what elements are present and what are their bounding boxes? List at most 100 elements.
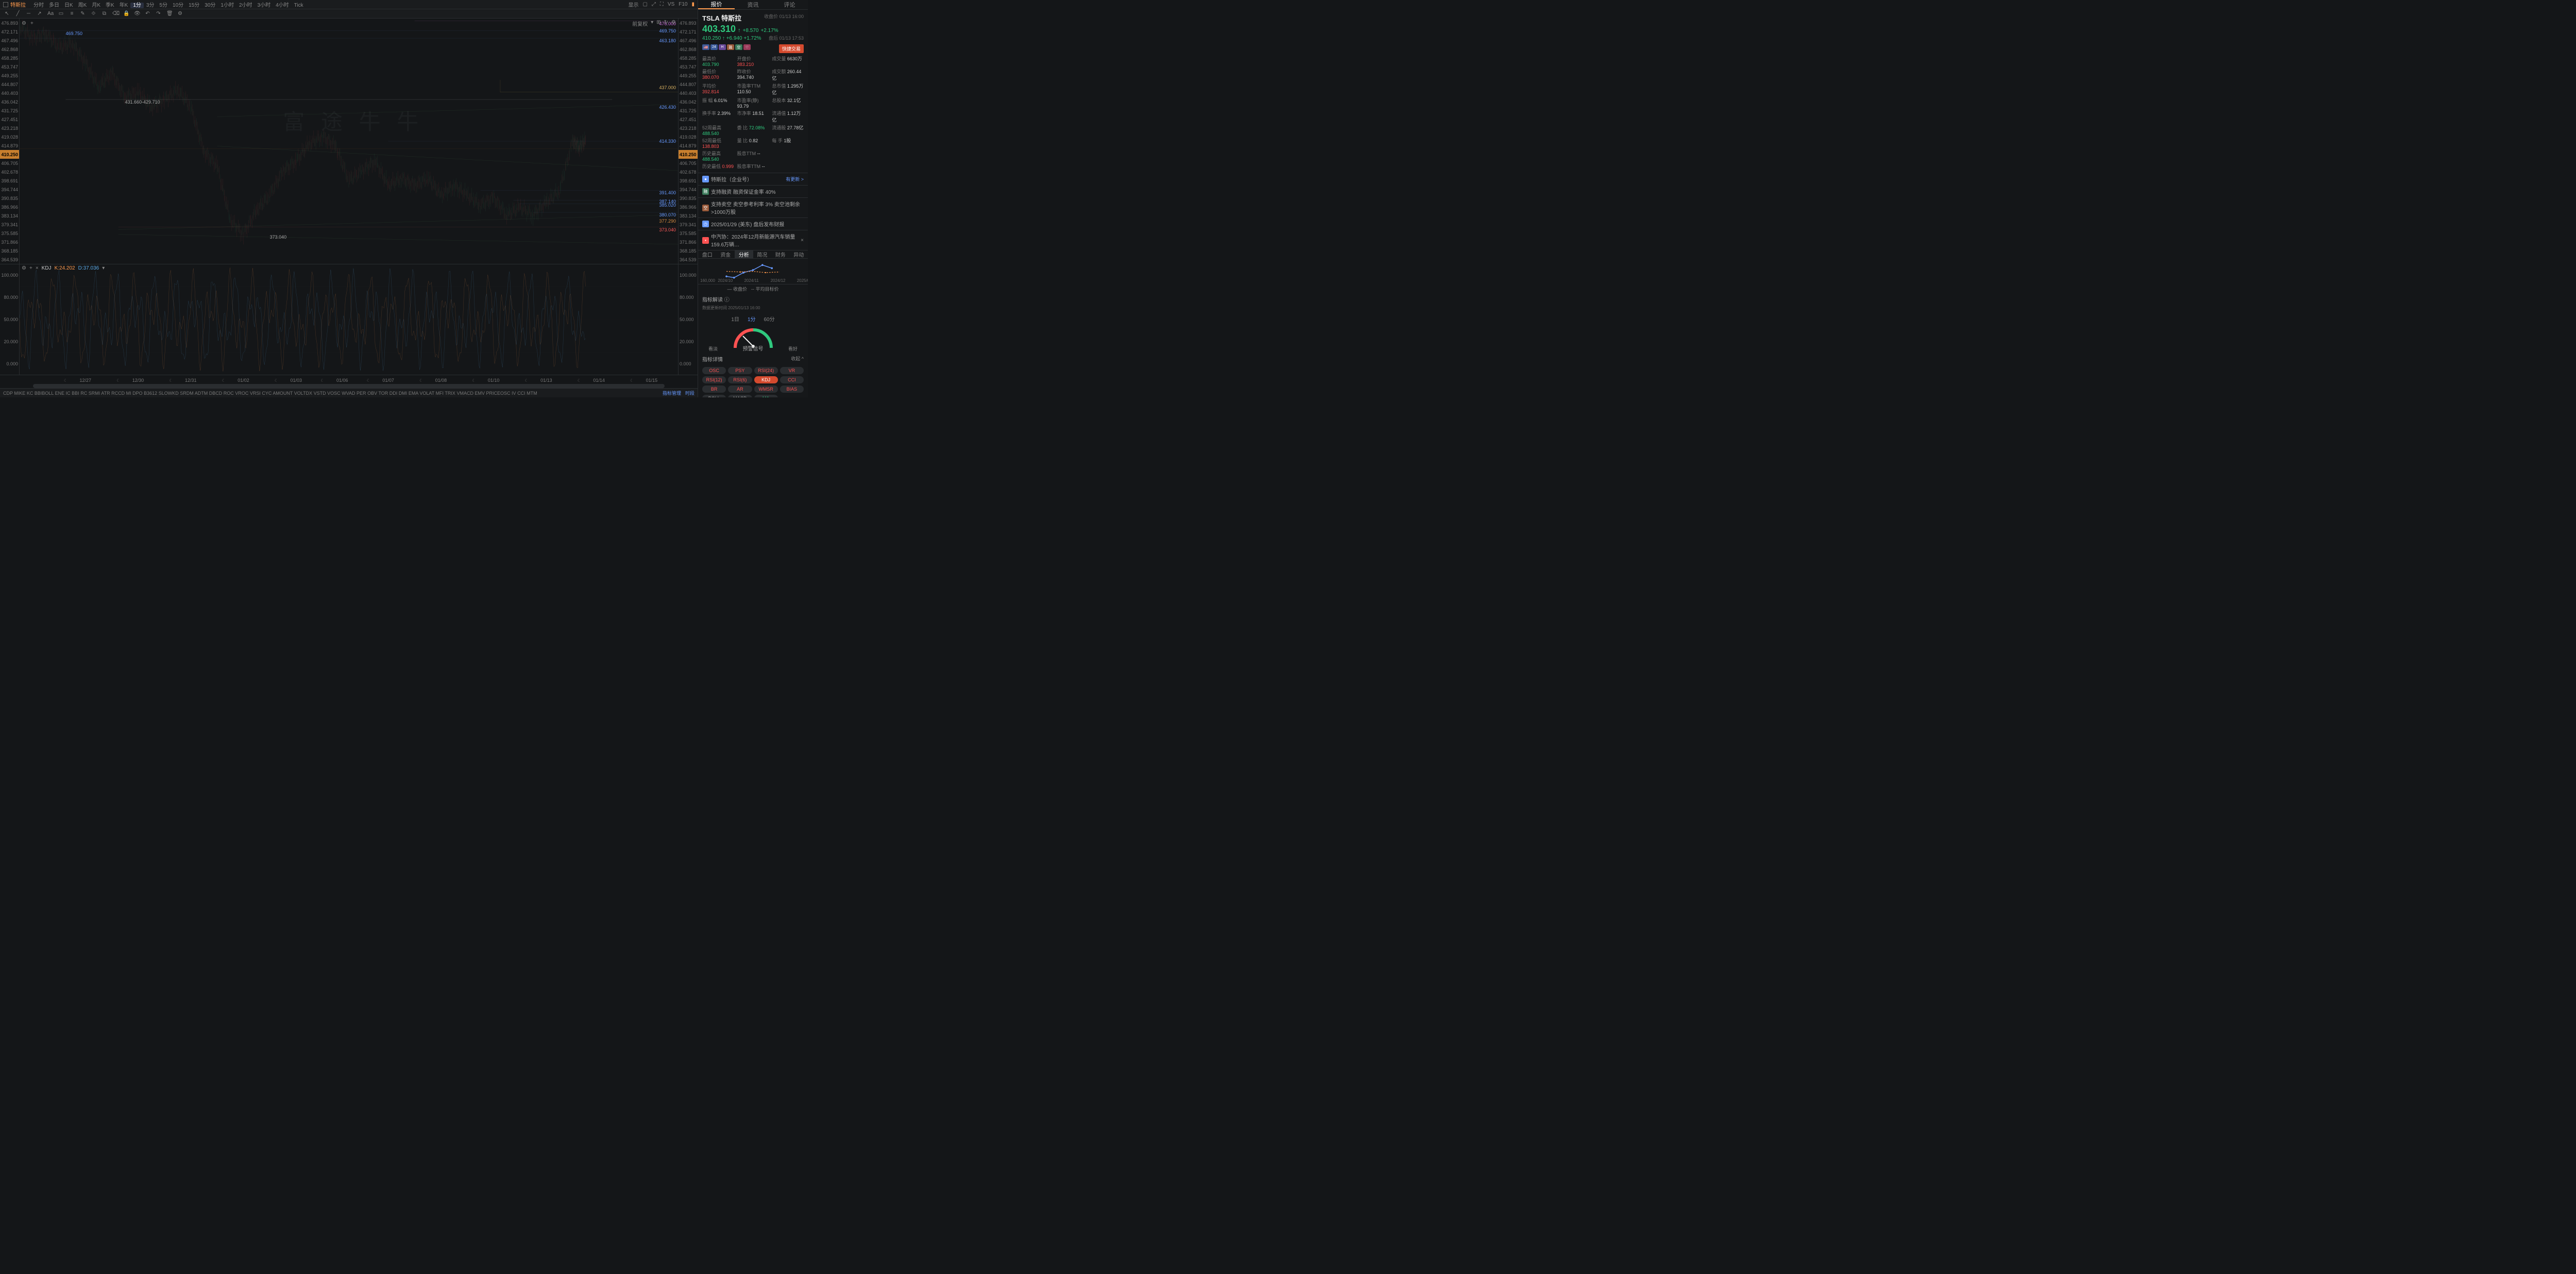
indicator-priceosc[interactable]: PRICEOSC xyxy=(486,391,511,396)
indicator-vrsi[interactable]: VRSI xyxy=(250,391,261,396)
indicator-chip-rsi(6)[interactable]: RSI(6) xyxy=(728,376,752,383)
time-axis[interactable]: 2025 12/27☾12/30☾12/31☾01/02☾01/03☾01/06… xyxy=(0,375,698,388)
indicator-vosc[interactable]: VOSC xyxy=(327,391,341,396)
indicator-mike[interactable]: MIKE xyxy=(14,391,25,396)
indicator-bbi[interactable]: BBI xyxy=(72,391,79,396)
interval-月K[interactable]: 月K xyxy=(89,3,103,8)
indicator-rc[interactable]: RC xyxy=(80,391,87,396)
indicator-dropdown-icon[interactable]: ▾ xyxy=(102,265,105,271)
indicator-vstd[interactable]: VSTD xyxy=(314,391,326,396)
interval-季K[interactable]: 季K xyxy=(103,3,117,8)
indicator-chip-wmsr[interactable]: WMSR xyxy=(754,385,778,393)
interval-30分[interactable]: 30分 xyxy=(202,3,218,8)
indicator-tor[interactable]: TOR xyxy=(378,391,388,396)
indicator-kc[interactable]: KC xyxy=(27,391,33,396)
interval-日K[interactable]: 日K xyxy=(62,3,76,8)
info-row[interactable]: ●特斯拉（企业号）有更新 > xyxy=(698,173,808,185)
indicator-wvad[interactable]: WVAD xyxy=(342,391,355,396)
interval-多日[interactable]: 多日 xyxy=(46,3,62,8)
chart-tool-3-icon[interactable]: ↻ xyxy=(664,20,668,27)
info-row[interactable]: 融支持融资 融资保证金率 40% xyxy=(698,185,808,197)
add-indicator-icon[interactable]: + xyxy=(30,21,33,26)
indicator-bbiboll[interactable]: BBIBOLL xyxy=(35,391,54,396)
sub-tab-盘口[interactable]: 盘口 xyxy=(698,250,717,258)
settings-tool-icon[interactable]: ⚙ xyxy=(177,11,183,16)
indicator-canvas[interactable]: ⚙ + × KDJ K:24.202 D:37.036 ▾ xyxy=(20,264,678,375)
interval-1小时[interactable]: 1小时 xyxy=(218,3,236,8)
layout-icon[interactable]: ▢ xyxy=(642,2,647,7)
stock-flag[interactable]: 🇺🇸 xyxy=(702,44,709,50)
stock-flag[interactable]: 融 xyxy=(727,44,734,50)
bottom-action[interactable]: 指标管理 xyxy=(663,390,681,396)
indicator-chip-rsi(24)[interactable]: RSI(24) xyxy=(754,367,778,374)
chart-tool-1-icon[interactable]: ▾ xyxy=(651,20,653,27)
indicator-cdp[interactable]: CDP xyxy=(3,391,13,396)
side-tab-资讯[interactable]: 资讯 xyxy=(735,0,771,9)
indicator-amount[interactable]: AMOUNT xyxy=(273,391,293,396)
vs-button[interactable]: VS xyxy=(668,2,674,7)
indicator-chip-rsi(12)[interactable]: RSI(12) xyxy=(702,376,726,383)
indicator-dpo[interactable]: DPO xyxy=(132,391,143,396)
eraser-tool-icon[interactable]: ⌫ xyxy=(112,11,118,16)
interval-3小时[interactable]: 3小时 xyxy=(255,3,274,8)
measure-tool-icon[interactable]: ⟐ xyxy=(91,11,96,16)
bookmark-icon[interactable]: ▮ xyxy=(691,2,694,7)
indicator-atr[interactable]: ATR xyxy=(101,391,110,396)
info-row[interactable]: •中汽协：2024年12月新能源汽车销量159.6万辆…× xyxy=(698,230,808,250)
indicator-b3612[interactable]: B3612 xyxy=(144,391,157,396)
indicator-chip-macd[interactable]: MACD xyxy=(728,395,752,397)
indicator-chip-bias[interactable]: BIAS xyxy=(780,385,804,393)
sub-tab-简况[interactable]: 简况 xyxy=(753,250,772,258)
indicator-mi[interactable]: MI xyxy=(126,391,131,396)
side-tab-评论[interactable]: 评论 xyxy=(771,0,808,9)
indicator-mtm[interactable]: MTM xyxy=(527,391,537,396)
info-row[interactable]: 空支持卖空 卖空参考利率 3% 卖空池剩余 >1000万股 xyxy=(698,197,808,217)
indicator-srmi[interactable]: SRMI xyxy=(89,391,100,396)
indicator-vroc[interactable]: VROC xyxy=(235,391,248,396)
lock-tool-icon[interactable]: 🔒 xyxy=(123,11,129,16)
indicator-chip-psy[interactable]: PSY xyxy=(728,367,752,374)
collapse-button[interactable]: 收起 ^ xyxy=(791,355,804,363)
interval-2小时[interactable]: 2小时 xyxy=(236,3,255,8)
adjust-mode[interactable]: 前复权 xyxy=(632,20,648,27)
ray-tool-icon[interactable]: ↗ xyxy=(37,11,42,16)
indicator-ddi[interactable]: DDI xyxy=(389,391,398,396)
interval-3分[interactable]: 3分 xyxy=(144,3,157,8)
indicator-slowkd[interactable]: SLOWKD xyxy=(159,391,179,396)
indicator-settings-icon[interactable]: ⚙ xyxy=(22,265,26,271)
fib-tool-icon[interactable]: ≡ xyxy=(69,11,75,16)
stock-flag[interactable]: 24 xyxy=(710,44,718,50)
cursor-tool-icon[interactable]: ↖ xyxy=(4,11,10,16)
interval-1分[interactable]: 1分 xyxy=(130,3,144,8)
ticker-icon[interactable] xyxy=(3,2,8,7)
quick-trade-button[interactable]: 快捷交易 xyxy=(779,44,804,53)
indicator-srdm[interactable]: SRDM xyxy=(180,391,194,396)
indicator-chip-kdj[interactable]: KDJ xyxy=(754,376,778,383)
interval-年K[interactable]: 年K xyxy=(117,3,131,8)
chart-tool-4-icon[interactable]: ⚙ xyxy=(671,20,676,27)
kdj-indicator-pane[interactable]: 100.00080.00050.00020.0000.000 ⚙ + × KDJ… xyxy=(0,264,698,375)
sub-tab-异动[interactable]: 异动 xyxy=(790,250,808,258)
indicator-chip-vr[interactable]: VR xyxy=(780,367,804,374)
sub-tab-资金[interactable]: 资金 xyxy=(717,250,735,258)
gauge-interval-60分[interactable]: 60分 xyxy=(764,315,775,323)
text-tool-icon[interactable]: Aa xyxy=(47,11,53,16)
expand-icon[interactable]: ⤢ xyxy=(652,2,656,7)
indicator-chip-cci[interactable]: CCI xyxy=(780,376,804,383)
indicator-chip-ar[interactable]: AR xyxy=(728,385,752,393)
hline-tool-icon[interactable]: ─ xyxy=(26,11,31,16)
indicator-chip-br[interactable]: BR xyxy=(702,385,726,393)
stock-flag[interactable]: 空 xyxy=(735,44,742,50)
interval-4小时[interactable]: 4小时 xyxy=(273,3,292,8)
indicator-volat[interactable]: VOLAT xyxy=(419,391,434,396)
indicator-obv[interactable]: OBV xyxy=(367,391,377,396)
indicator-ic[interactable]: IC xyxy=(66,391,71,396)
indicator-chip-osc[interactable]: OSC xyxy=(702,367,726,374)
indicator-roc[interactable]: ROC xyxy=(224,391,234,396)
sub-tab-分析[interactable]: 分析 xyxy=(735,250,753,258)
bottom-action[interactable]: 时段 xyxy=(685,390,694,396)
ticker-name[interactable]: 特斯拉 xyxy=(10,1,26,8)
interval-Tick[interactable]: Tick xyxy=(292,3,306,8)
stock-flag[interactable]: H xyxy=(719,44,726,50)
interval-10分[interactable]: 10分 xyxy=(170,3,186,8)
